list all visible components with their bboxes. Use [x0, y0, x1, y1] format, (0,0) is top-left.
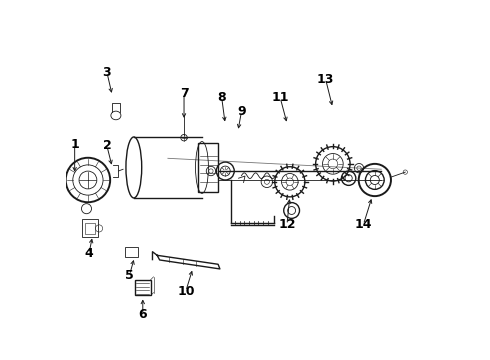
- Text: 8: 8: [218, 91, 226, 104]
- Text: 12: 12: [278, 218, 295, 231]
- Text: 6: 6: [139, 308, 147, 321]
- Text: 10: 10: [177, 285, 195, 298]
- Bar: [198, 143, 218, 192]
- Bar: [82, 220, 98, 237]
- Text: 4: 4: [85, 247, 94, 260]
- Text: 9: 9: [237, 105, 245, 118]
- Bar: [125, 247, 138, 257]
- Bar: [85, 223, 95, 234]
- Text: 11: 11: [271, 91, 289, 104]
- Text: 1: 1: [70, 138, 79, 150]
- Text: 13: 13: [317, 73, 334, 86]
- Text: 5: 5: [125, 269, 134, 282]
- Text: 14: 14: [355, 218, 372, 231]
- Text: 2: 2: [102, 139, 111, 152]
- Bar: [135, 280, 151, 296]
- Text: 7: 7: [180, 87, 189, 100]
- Text: 3: 3: [102, 66, 111, 79]
